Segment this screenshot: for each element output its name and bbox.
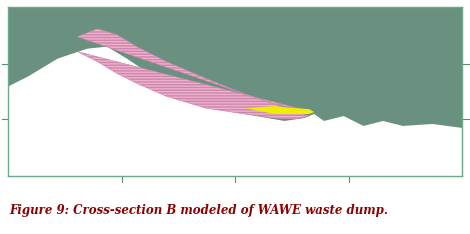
Polygon shape (8, 7, 462, 128)
Polygon shape (245, 106, 314, 114)
Polygon shape (78, 29, 309, 119)
Text: Figure 9: Cross-section B modeled of WAWE waste dump.: Figure 9: Cross-section B modeled of WAW… (9, 204, 388, 217)
